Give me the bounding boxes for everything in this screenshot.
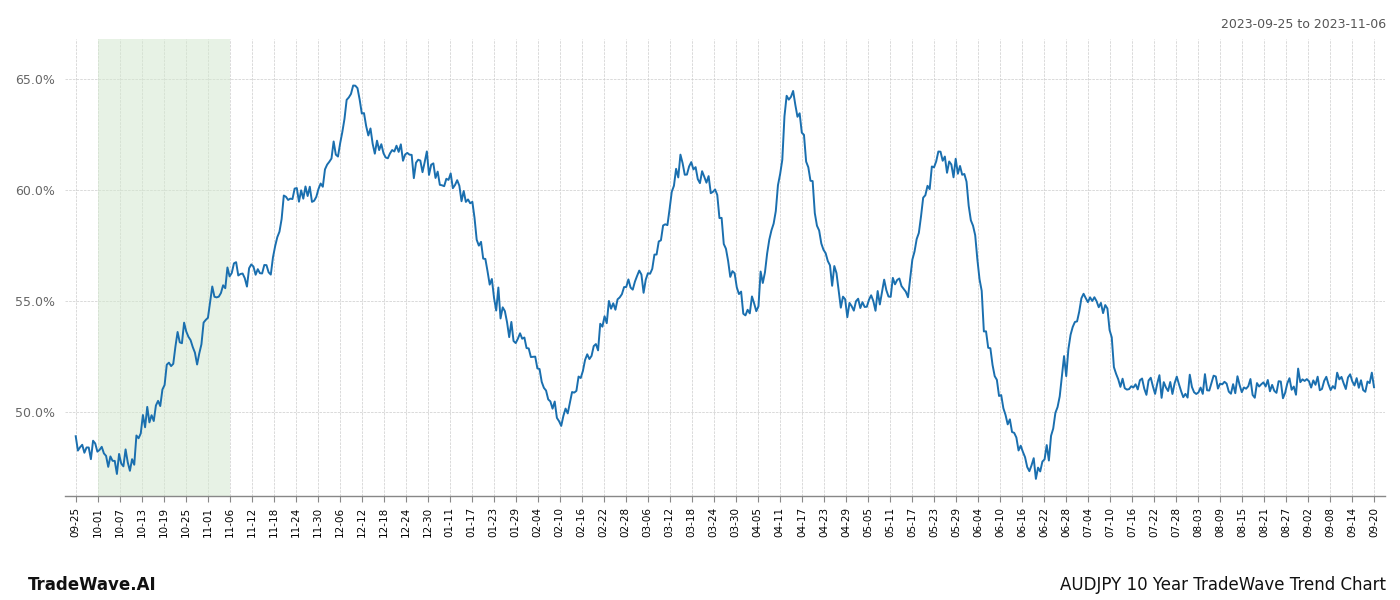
Text: 2023-09-25 to 2023-11-06: 2023-09-25 to 2023-11-06 bbox=[1221, 18, 1386, 31]
Bar bbox=[98, 39, 230, 496]
Text: TradeWave.AI: TradeWave.AI bbox=[28, 576, 157, 594]
Text: AUDJPY 10 Year TradeWave Trend Chart: AUDJPY 10 Year TradeWave Trend Chart bbox=[1060, 576, 1386, 594]
